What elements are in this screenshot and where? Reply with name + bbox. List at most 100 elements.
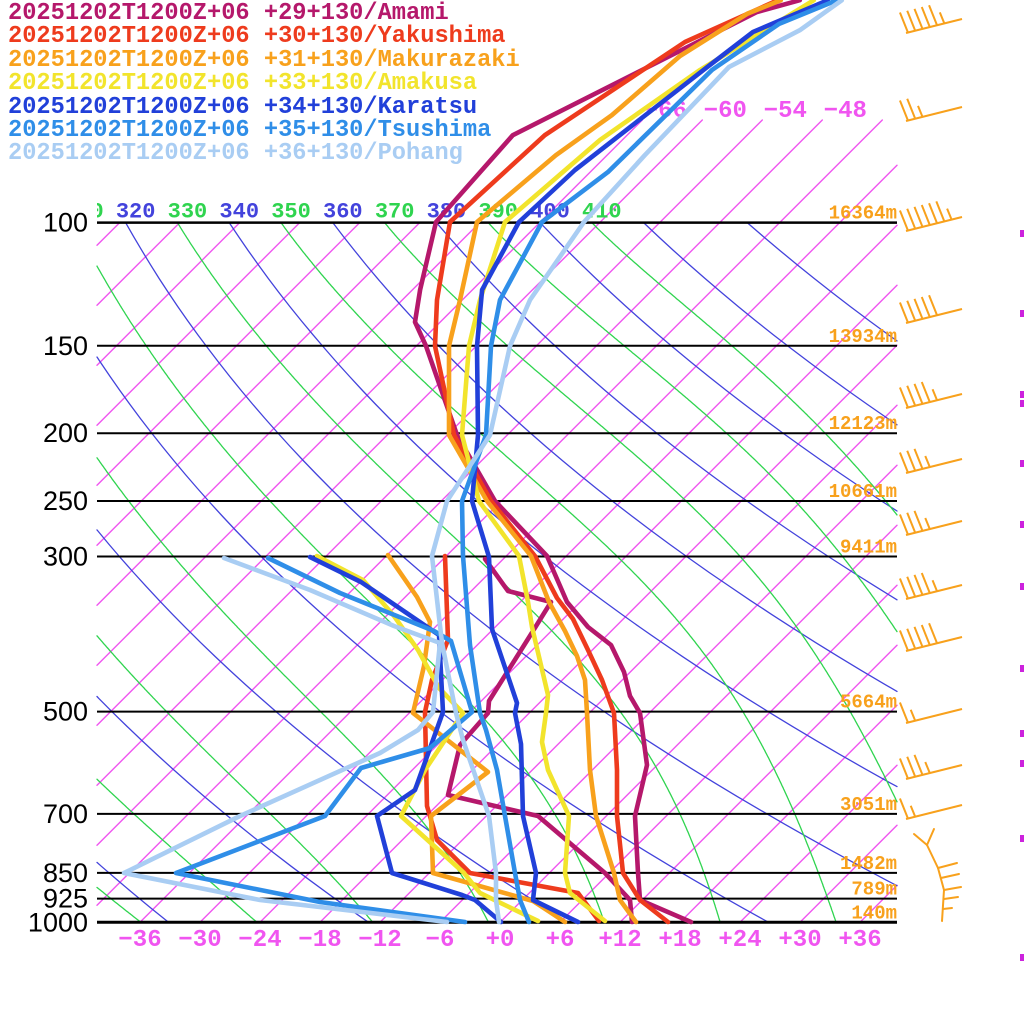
barb-feather <box>906 208 917 230</box>
barb-feather <box>899 12 909 33</box>
barb-feather <box>899 452 909 473</box>
isotherm-line <box>859 884 898 923</box>
barb-feather <box>920 381 931 403</box>
isotherm-line <box>96 221 181 306</box>
barb-staff <box>905 308 963 324</box>
surface-barb-staff <box>926 844 945 922</box>
height-label-100: 16364m <box>829 203 897 225</box>
dry-adiabat-line <box>539 221 898 512</box>
barb-feather <box>899 630 909 651</box>
dry-adiabat-line <box>96 356 770 923</box>
legend-entry-Yakushima: 20251202T1200Z+06 +30+130/Yakushima <box>8 23 506 51</box>
barb-feather-short <box>931 579 938 592</box>
barb-feather-short <box>917 105 924 118</box>
edge-mark <box>1020 954 1024 961</box>
height-label-200: 12123m <box>829 413 897 435</box>
barb-feather <box>906 300 917 322</box>
temperature-curve-Yakushima <box>432 0 781 925</box>
dry-adiabat-line <box>332 221 898 693</box>
wind-barb <box>899 381 963 409</box>
edge-mark <box>1020 665 1024 672</box>
legend-entry-Karatsu: 20251202T1200Z+06 +34+130/Karatsu <box>8 93 478 121</box>
isotherm-line <box>559 584 898 923</box>
barb-feather <box>899 758 909 779</box>
height-label-925: 789m <box>851 879 897 901</box>
temp-label-bottom: +24 <box>718 927 761 954</box>
edge-mark <box>1020 760 1024 767</box>
barb-staff <box>905 458 963 474</box>
wind-barb <box>899 510 963 536</box>
isotherm-line <box>96 221 301 426</box>
barb-feather <box>913 298 924 320</box>
barb-feather <box>906 450 917 472</box>
surface-barb-feather <box>942 907 953 910</box>
wind-barb <box>899 798 963 820</box>
wind-barb <box>899 4 963 34</box>
barb-staff <box>905 708 963 724</box>
pressure-label-250: 250 <box>43 486 88 516</box>
temp-label-bottom: −12 <box>358 927 401 954</box>
dewpoint-curve-Amakusa <box>314 553 541 924</box>
barb-feather <box>913 626 924 648</box>
moist-adiabat-line <box>96 886 141 923</box>
moist-adiabat-label: 330 <box>168 200 208 225</box>
barb-feather-short <box>909 709 917 722</box>
height-label-300: 9411m <box>840 536 897 558</box>
barb-staff <box>905 216 963 232</box>
isotherm-line <box>96 119 643 666</box>
moist-adiabat-line <box>96 635 373 923</box>
barb-feather <box>899 387 909 408</box>
temperature-curve-Amakusa <box>459 0 817 924</box>
barb-feather <box>899 100 909 121</box>
temp-label-top: −60 <box>704 98 747 125</box>
height-label-500: 5664m <box>840 692 897 714</box>
barb-feather <box>906 512 917 534</box>
barb-staff <box>905 636 963 652</box>
legend-entry-Tsushima: 20251202T1200Z+06 +35+130/Tsushima <box>8 117 492 145</box>
temp-label-bottom: −18 <box>298 927 341 954</box>
dewpoint-curve-Amami <box>445 556 635 925</box>
wind-barbs <box>899 4 963 922</box>
wind-barb <box>899 448 963 474</box>
legend: 20251202T1200Z+06 +29+130/Amami 20251202T… <box>8 1 520 166</box>
isotherm-line <box>259 284 898 923</box>
pressure-label-150: 150 <box>43 331 88 361</box>
barb-staff <box>905 520 963 536</box>
height-label-850: 1482m <box>840 853 897 875</box>
barb-feather <box>935 201 946 222</box>
dewpoint-curve-Pohang <box>121 555 450 925</box>
temp-label-top: −48 <box>824 98 867 125</box>
temp-label-bottom: −6 <box>426 927 455 954</box>
height-label-1000: 140m <box>851 902 897 924</box>
isotherm-line <box>199 224 898 923</box>
dry-adiabat-line <box>746 221 898 342</box>
isotherm-line <box>319 344 898 923</box>
moist-adiabat-label: 310 <box>64 200 104 225</box>
edge-mark <box>1020 460 1024 467</box>
temp-label-bottom: −30 <box>178 927 221 954</box>
surface-barb-feather <box>913 833 928 846</box>
barb-staff <box>905 18 963 34</box>
barb-staff <box>905 393 963 409</box>
edge-mark <box>1020 835 1024 842</box>
wind-barb <box>899 294 963 324</box>
temperature-curve-Tsushima <box>459 0 840 925</box>
barb-feather <box>899 578 909 599</box>
barb-feather-short <box>946 208 953 220</box>
pressure-label-200: 200 <box>43 418 88 448</box>
height-label-250: 10661m <box>829 481 897 503</box>
edge-mark <box>1020 730 1024 737</box>
barb-feather-short <box>909 805 917 818</box>
barb-staff <box>905 804 963 820</box>
barb-feather <box>913 754 924 776</box>
isotherm-line <box>96 221 241 366</box>
isotherm-line <box>379 404 898 923</box>
barb-feather <box>928 622 938 644</box>
barb-feather <box>920 204 931 226</box>
pressure-label-100: 100 <box>43 208 88 238</box>
barb-feather <box>906 628 917 650</box>
legend-entry-Makurazaki: 20251202T1200Z+06 +31+130/Makurazaki <box>8 46 520 74</box>
barb-feather <box>906 385 917 407</box>
